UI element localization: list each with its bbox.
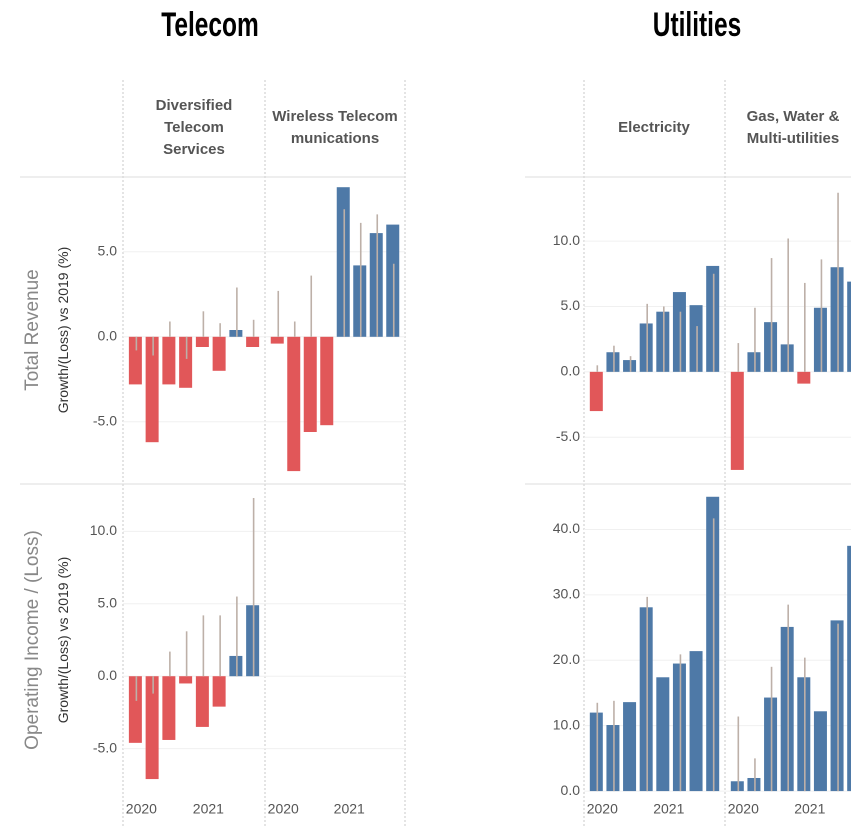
bar	[145, 676, 159, 780]
y-tick-label: 0.0	[561, 363, 581, 379]
row-title: Total Revenue	[22, 269, 43, 391]
y-tick-label: 5.0	[98, 594, 118, 610]
column-title: Diversified Telecom Services	[155, 97, 233, 158]
y-tick-label: 30.0	[553, 586, 580, 602]
column-title: Electricity	[618, 119, 690, 136]
x-tick-label: 2021	[334, 801, 365, 817]
bar	[706, 265, 720, 372]
bar	[813, 711, 827, 792]
bar	[730, 781, 744, 792]
bar	[797, 371, 811, 384]
y-tick-label: 0.0	[561, 782, 581, 798]
bar	[246, 336, 260, 347]
row-subtitle: Growth/(Loss) vs 2019 (%)	[55, 556, 71, 724]
bar	[145, 336, 159, 443]
x-tick-label: 2021	[653, 801, 684, 817]
x-tick-label: 2021	[193, 801, 224, 817]
bar	[162, 676, 176, 740]
bar	[270, 336, 284, 344]
bar	[813, 307, 827, 372]
row-subtitle: Growth/(Loss) vs 2019 (%)	[55, 246, 71, 414]
y-tick-label: 10.0	[90, 522, 117, 538]
bar	[128, 336, 142, 385]
y-tick-label: -5.0	[93, 413, 117, 429]
bar	[589, 712, 603, 792]
bar	[229, 655, 243, 677]
bar	[780, 626, 794, 792]
column-title: Wireless Telecommunications	[272, 108, 398, 147]
y-tick-label: -5.0	[556, 428, 580, 444]
bar	[780, 344, 794, 372]
bar	[730, 371, 744, 470]
bar	[764, 322, 778, 372]
bar	[689, 651, 703, 792]
bar	[672, 663, 686, 792]
bar	[212, 336, 226, 371]
y-tick-label: 40.0	[553, 520, 580, 536]
bar	[287, 336, 301, 472]
bar	[195, 676, 209, 727]
bar	[179, 676, 193, 684]
x-tick-label: 2021	[794, 801, 825, 817]
bar	[353, 265, 367, 337]
bar	[212, 676, 226, 707]
bar	[797, 677, 811, 792]
bar	[606, 725, 620, 792]
bar	[195, 336, 209, 347]
y-tick-label: 20.0	[553, 651, 580, 667]
y-tick-label: -5.0	[93, 739, 117, 755]
bar	[830, 267, 844, 372]
y-tick-label: 0.0	[98, 328, 118, 344]
x-tick-label: 2020	[587, 801, 618, 817]
bar	[747, 777, 761, 792]
bar	[128, 676, 142, 743]
bar	[764, 697, 778, 792]
column-title: Gas, Water & Multi-utilities	[746, 108, 840, 147]
bar	[847, 281, 851, 372]
bar	[847, 545, 851, 792]
bar	[639, 323, 653, 372]
row-title: Operating Income / (Loss)	[22, 530, 43, 750]
bar	[656, 677, 670, 792]
bar	[369, 233, 383, 337]
bar	[589, 371, 603, 412]
bar	[606, 352, 620, 372]
bar	[747, 352, 761, 372]
bar	[229, 330, 243, 337]
bar	[179, 336, 193, 388]
group-title: Telecom	[161, 6, 259, 44]
y-tick-label: 5.0	[98, 243, 118, 259]
x-tick-label: 2020	[728, 801, 759, 817]
bar	[162, 336, 176, 385]
bar	[336, 187, 350, 337]
bar	[706, 496, 720, 792]
y-tick-label: 0.0	[98, 667, 118, 683]
bar	[303, 336, 317, 432]
bar	[623, 360, 637, 372]
bar	[386, 224, 400, 337]
bar	[639, 607, 653, 792]
y-tick-label: 5.0	[561, 297, 581, 313]
bar	[246, 605, 260, 677]
bar	[689, 305, 703, 372]
group-title: Utilities	[652, 6, 742, 44]
bar	[656, 311, 670, 372]
x-tick-label: 2020	[268, 801, 299, 817]
bar	[830, 620, 844, 792]
y-tick-label: 10.0	[553, 716, 580, 732]
y-tick-label: 10.0	[553, 232, 580, 248]
bar	[320, 336, 334, 426]
bar	[672, 292, 686, 372]
x-tick-label: 2020	[126, 801, 157, 817]
bar	[623, 702, 637, 792]
